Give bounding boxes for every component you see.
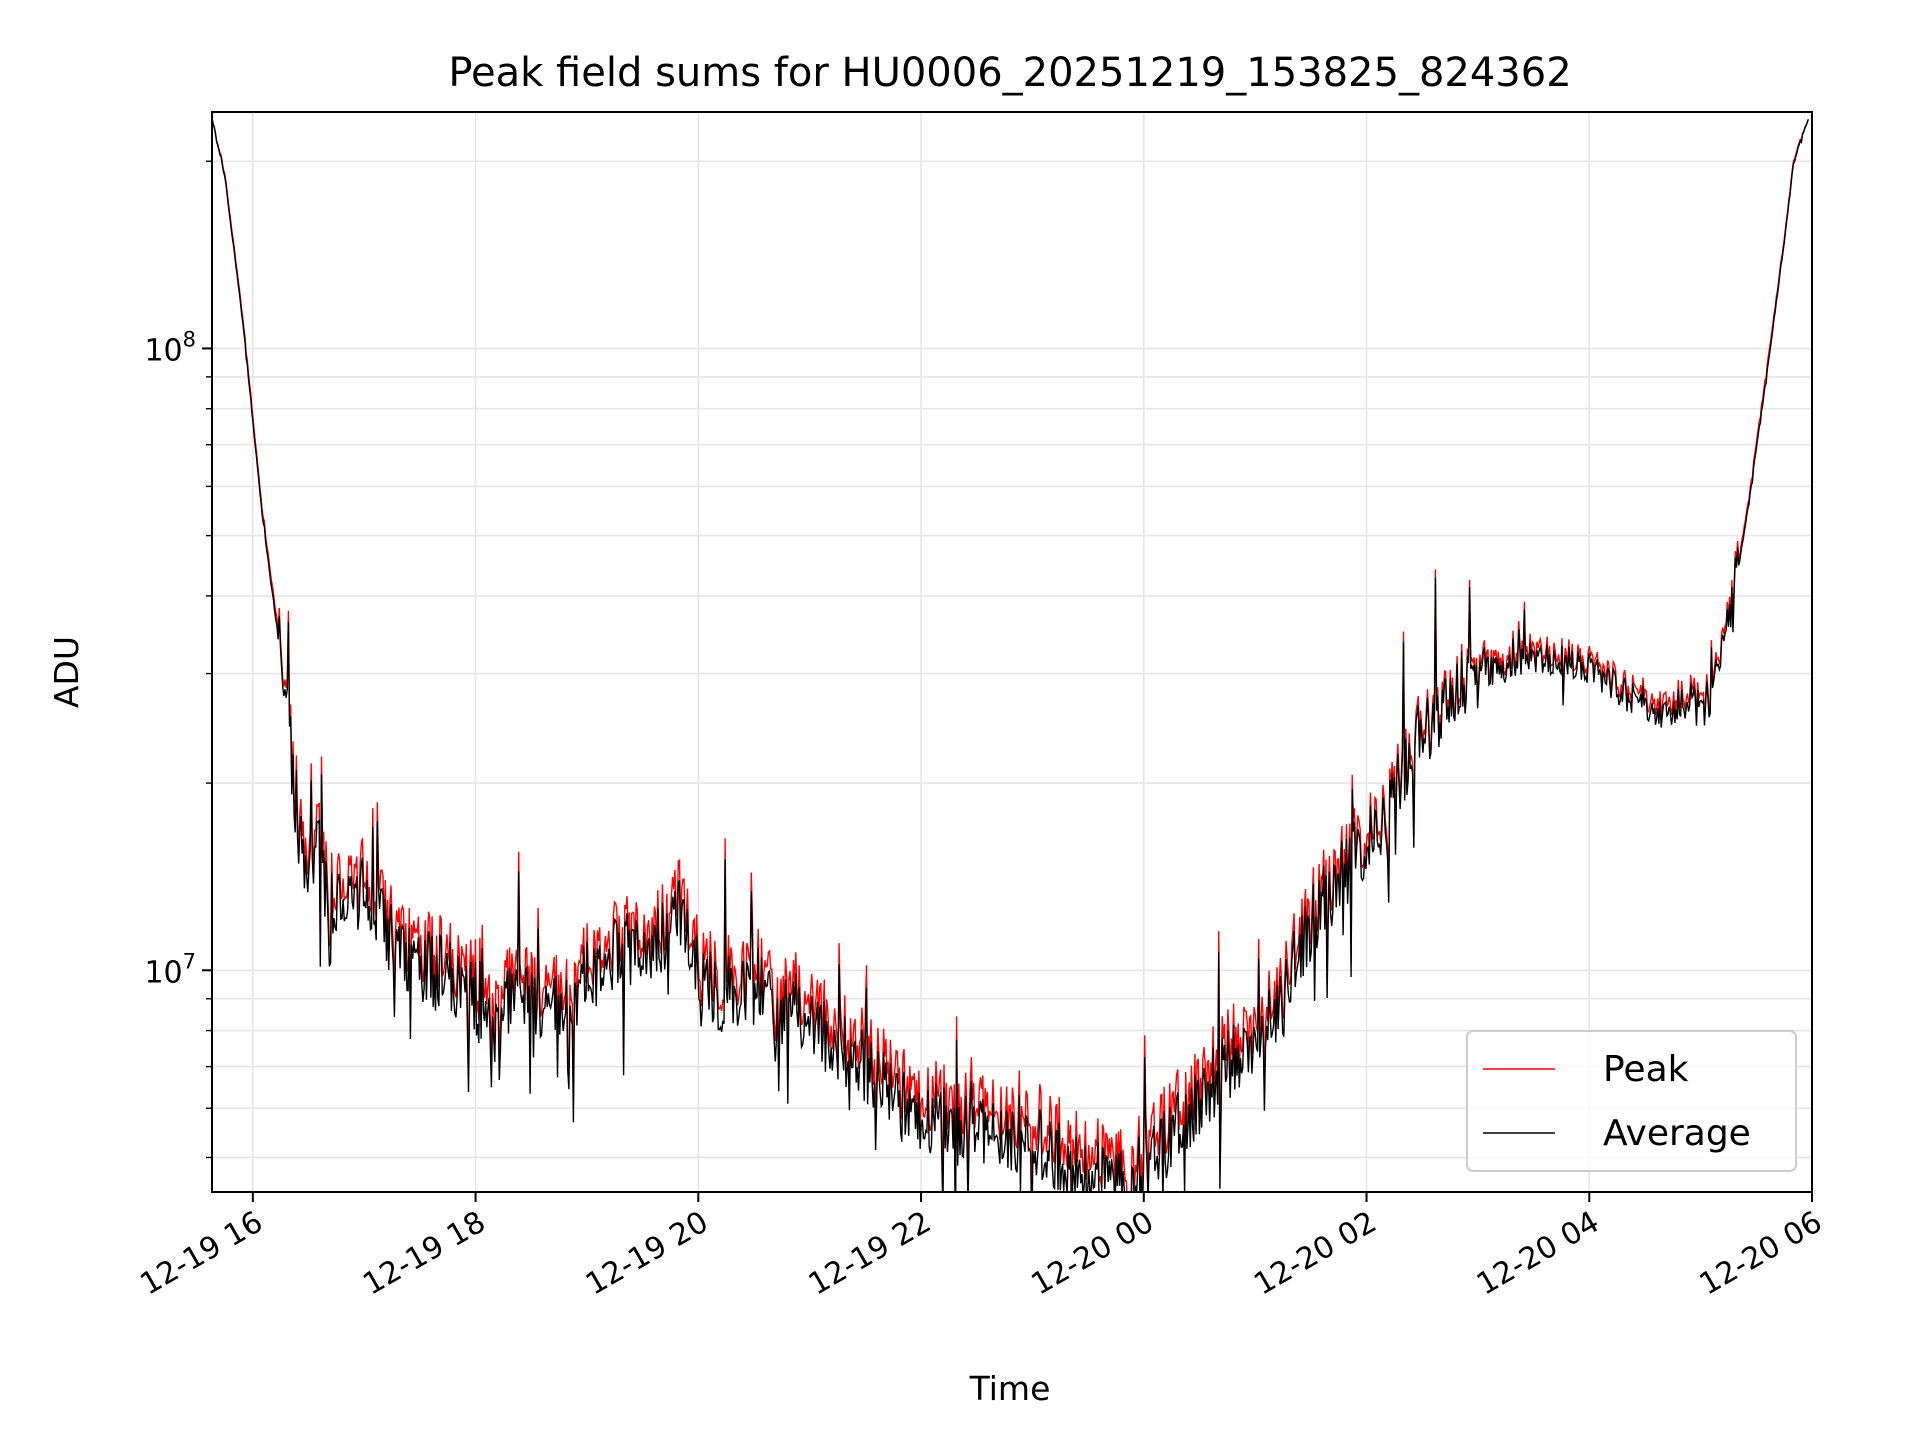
axes-frame	[211, 111, 1813, 1193]
y-tick-label: 108	[144, 327, 196, 368]
y-tick-base: 10	[144, 955, 182, 990]
y-tick-exponent: 8	[183, 327, 196, 351]
y-tick-exponent: 7	[183, 949, 196, 973]
x-axis-label: Time	[969, 1369, 1051, 1408]
y-tick-label: 107	[144, 949, 196, 990]
legend-label: Peak	[1603, 1049, 1689, 1090]
legend-box	[1466, 1030, 1797, 1172]
y-tick-base: 10	[144, 333, 182, 368]
legend: Peak Average	[1466, 1030, 1797, 1172]
series-line-average	[212, 116, 1809, 1192]
y-axis-label: ADU	[47, 636, 86, 708]
legend-label: Average	[1603, 1113, 1751, 1154]
grid	[212, 112, 1813, 1192]
chart-title: Peak field sums for HU0006_20251219_1538…	[448, 50, 1571, 96]
plot-area	[212, 116, 1809, 1192]
